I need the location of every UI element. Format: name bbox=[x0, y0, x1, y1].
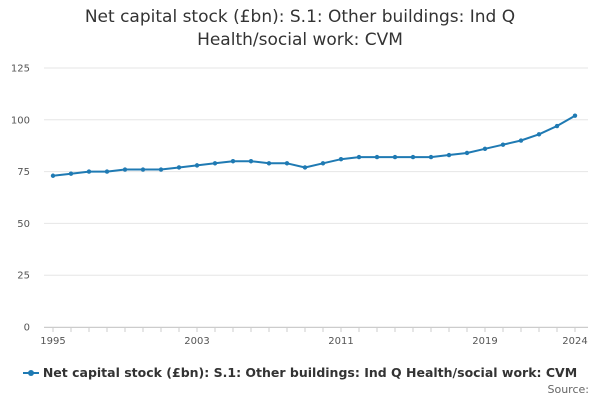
data-point bbox=[464, 150, 470, 156]
data-point bbox=[500, 142, 506, 147]
data-point bbox=[248, 159, 254, 164]
data-point bbox=[212, 161, 218, 166]
data-point bbox=[392, 154, 398, 160]
data-point bbox=[410, 154, 416, 160]
legend-label: Net capital stock (£bn): S.1: Other buil… bbox=[42, 365, 578, 380]
data-point bbox=[68, 171, 74, 176]
y-tick-label: 100 bbox=[11, 115, 30, 126]
x-tick-label: 1995 bbox=[40, 336, 65, 347]
source-label: Source: bbox=[547, 383, 590, 396]
data-point bbox=[572, 113, 578, 118]
data-point bbox=[194, 163, 200, 168]
y-tick-label: 125 bbox=[11, 64, 30, 75]
y-tick-label: 0 bbox=[24, 323, 30, 334]
data-point bbox=[302, 165, 308, 170]
y-tick-label: 75 bbox=[17, 167, 30, 178]
data-point bbox=[86, 169, 92, 174]
x-tick-label: 2019 bbox=[472, 336, 497, 347]
x-tick-label: 2011 bbox=[328, 336, 353, 347]
data-point bbox=[266, 161, 272, 166]
data-point bbox=[518, 138, 524, 143]
chart-title-line-2: Health/social work: CVM bbox=[197, 30, 403, 50]
data-point bbox=[356, 154, 362, 160]
data-point bbox=[50, 173, 56, 178]
chart-title: Net capital stock (£bn): S.1: Other buil… bbox=[0, 6, 600, 52]
data-point bbox=[104, 169, 110, 174]
data-point bbox=[338, 156, 344, 162]
x-tick-label: 2003 bbox=[184, 336, 209, 347]
y-tick-label: 25 bbox=[17, 271, 30, 282]
data-point bbox=[320, 161, 326, 166]
y-tick-label: 50 bbox=[17, 219, 30, 230]
chart-title-line-1: Net capital stock (£bn): S.1: Other buil… bbox=[84, 7, 516, 27]
data-point bbox=[428, 154, 434, 160]
data-point bbox=[176, 165, 182, 170]
data-point bbox=[554, 123, 560, 129]
data-point bbox=[122, 167, 128, 172]
data-point bbox=[158, 167, 164, 172]
data-point bbox=[536, 132, 542, 137]
series-line bbox=[52, 114, 576, 177]
data-point bbox=[284, 161, 290, 166]
legend[interactable]: Net capital stock (£bn): S.1: Other buil… bbox=[0, 365, 600, 380]
data-point bbox=[446, 152, 452, 158]
data-point bbox=[230, 159, 236, 164]
data-point bbox=[482, 146, 488, 152]
data-point bbox=[374, 154, 380, 160]
legend-line-marker-icon bbox=[22, 367, 39, 379]
data-point bbox=[140, 167, 146, 172]
x-tick-label: 2024 bbox=[562, 336, 587, 347]
